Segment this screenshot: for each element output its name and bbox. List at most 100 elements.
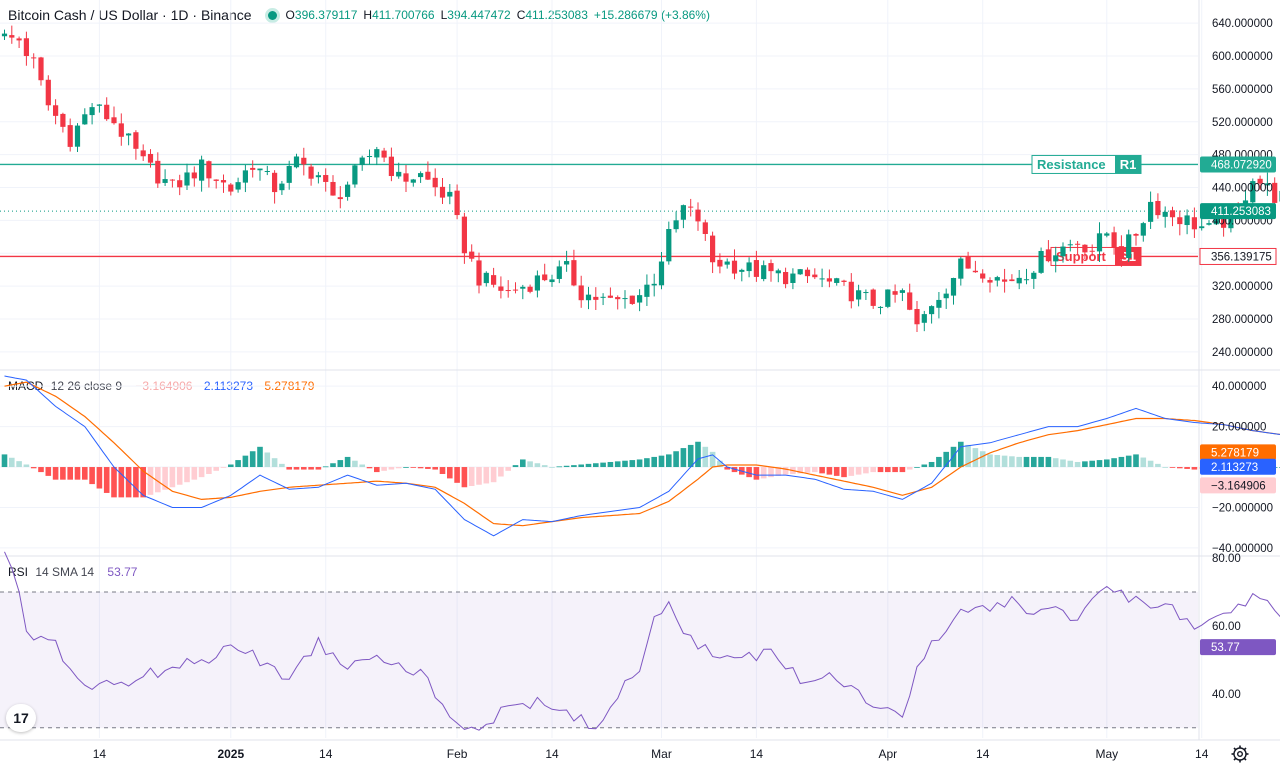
macd-histogram-bar bbox=[103, 467, 110, 493]
tradingview-logo-icon[interactable]: 17 bbox=[6, 704, 36, 732]
high-value: 411.700766 bbox=[372, 8, 435, 22]
candle-body bbox=[1213, 217, 1219, 225]
last-price-tag-box bbox=[1200, 203, 1276, 220]
candle-body bbox=[1082, 244, 1088, 253]
high-label: H bbox=[363, 8, 373, 22]
candle-body bbox=[972, 270, 978, 273]
macd-histogram-bar bbox=[213, 467, 219, 471]
macd-histogram-bar bbox=[1155, 463, 1161, 468]
macd-histogram-bar bbox=[1067, 460, 1074, 468]
macd-histogram-bar bbox=[578, 464, 584, 468]
last-price-tag: 411.253083 bbox=[1211, 206, 1271, 218]
candle-body bbox=[600, 296, 606, 298]
price-tick-label: 440.000000 bbox=[1212, 183, 1273, 195]
macd-histogram-bar bbox=[286, 467, 292, 470]
candle-body bbox=[250, 167, 256, 170]
candle-body bbox=[1045, 249, 1051, 262]
macd-hist-tag: −3.164906 bbox=[1211, 480, 1266, 492]
macd-hist-tag-box bbox=[1200, 477, 1276, 494]
candle-body bbox=[885, 289, 891, 307]
candle-body bbox=[1, 33, 8, 37]
candle-body bbox=[615, 297, 621, 300]
candle-body bbox=[1199, 226, 1205, 229]
candle-body bbox=[213, 179, 219, 181]
candle-body bbox=[410, 179, 416, 183]
candle-body bbox=[1184, 215, 1190, 226]
candle-body bbox=[1133, 233, 1139, 236]
macd-histogram-bar bbox=[468, 467, 475, 486]
candle-body bbox=[950, 277, 957, 296]
macd-histogram-bar bbox=[994, 455, 1001, 468]
price-axis[interactable]: 640.000000 600.000000 560.000000 520.000000… bbox=[1199, 18, 1277, 701]
candle-body bbox=[768, 263, 774, 272]
close-label: C bbox=[516, 8, 526, 22]
candle-body bbox=[848, 281, 854, 302]
candle-body bbox=[819, 278, 825, 280]
candle-body bbox=[1118, 246, 1124, 260]
candle-body bbox=[461, 216, 467, 254]
rsi-legend: RSI 14 SMA 14 53.77 bbox=[8, 565, 137, 579]
macd-histogram-bar bbox=[330, 463, 336, 468]
macd-tick-label: −20.000000 bbox=[1212, 502, 1273, 514]
candle-body bbox=[943, 293, 949, 299]
price-tick-label: 560.000000 bbox=[1212, 84, 1273, 96]
candle-body bbox=[1148, 201, 1154, 222]
macd-histogram-bar bbox=[16, 461, 22, 468]
time-tick-label: 14 bbox=[545, 747, 559, 761]
support-price-tag-box bbox=[1200, 248, 1276, 265]
candle-body bbox=[67, 125, 73, 147]
candle-body bbox=[804, 269, 811, 277]
candle-body bbox=[826, 278, 832, 282]
macd-histogram-bar bbox=[235, 460, 241, 468]
macd-histogram-bar bbox=[374, 467, 380, 473]
macd-histogram-bar bbox=[67, 467, 73, 480]
candle-body bbox=[345, 184, 351, 197]
macd-histogram-bar bbox=[644, 458, 650, 468]
macd-histogram-bar bbox=[629, 460, 636, 468]
candle-body bbox=[1038, 250, 1044, 273]
time-tick-label: Feb bbox=[447, 747, 468, 761]
candle-body bbox=[637, 295, 643, 303]
support-resistance-lines[interactable]: ResistanceR1SupportS1 bbox=[0, 154, 1198, 266]
time-tick-label: Apr bbox=[878, 747, 897, 761]
price-tick-label: 280.000000 bbox=[1212, 314, 1273, 326]
macd-histogram-bar bbox=[476, 467, 482, 485]
macd-signal-tag: 5.278179 bbox=[1211, 447, 1259, 459]
macd-histogram-bar bbox=[746, 467, 752, 478]
macd-histogram-bar bbox=[366, 467, 373, 469]
candle-body bbox=[505, 290, 511, 292]
symbol-title[interactable]: Bitcoin Cash / US Dollar · 1D · Binance bbox=[8, 7, 252, 23]
close-value: 411.253083 bbox=[525, 8, 588, 22]
settings-gear-icon[interactable] bbox=[1230, 744, 1250, 764]
candle-body bbox=[666, 228, 672, 262]
macd-histogram-bar bbox=[812, 467, 818, 473]
candle-body bbox=[301, 157, 307, 165]
macd-histogram-bar bbox=[695, 441, 701, 468]
candle-body bbox=[841, 280, 847, 282]
candle-body bbox=[418, 173, 424, 178]
macd-histogram-bar bbox=[943, 451, 949, 468]
macd-histogram-bar bbox=[264, 452, 271, 468]
candle-body bbox=[1140, 223, 1146, 236]
macd-histogram-bar bbox=[1089, 460, 1095, 468]
candle-body bbox=[483, 272, 489, 284]
candle-body bbox=[1162, 211, 1168, 217]
time-axis[interactable]: 14202514Feb14Mar14Apr14May14Jun14 bbox=[93, 747, 1280, 761]
macd-line-tag-box bbox=[1200, 458, 1276, 475]
macd-histogram-bar bbox=[563, 465, 570, 468]
macd-histogram-bar bbox=[315, 467, 322, 470]
macd-histogram-bar bbox=[395, 467, 402, 469]
candle-body bbox=[1023, 279, 1030, 281]
macd-histogram-bar bbox=[666, 454, 672, 468]
candle-body bbox=[571, 260, 577, 286]
macd-histogram-bar bbox=[658, 455, 665, 468]
macd-histogram-bar bbox=[687, 444, 694, 468]
rsi-title[interactable]: RSI bbox=[8, 565, 29, 579]
candle-body bbox=[907, 292, 913, 310]
rsi-value-tag: 53.77 bbox=[1211, 642, 1240, 654]
macd-histogram-bar bbox=[96, 467, 103, 489]
macd-pane bbox=[1, 375, 1280, 537]
macd-histogram-bar bbox=[352, 460, 358, 468]
macd-histogram-bar bbox=[308, 467, 314, 470]
